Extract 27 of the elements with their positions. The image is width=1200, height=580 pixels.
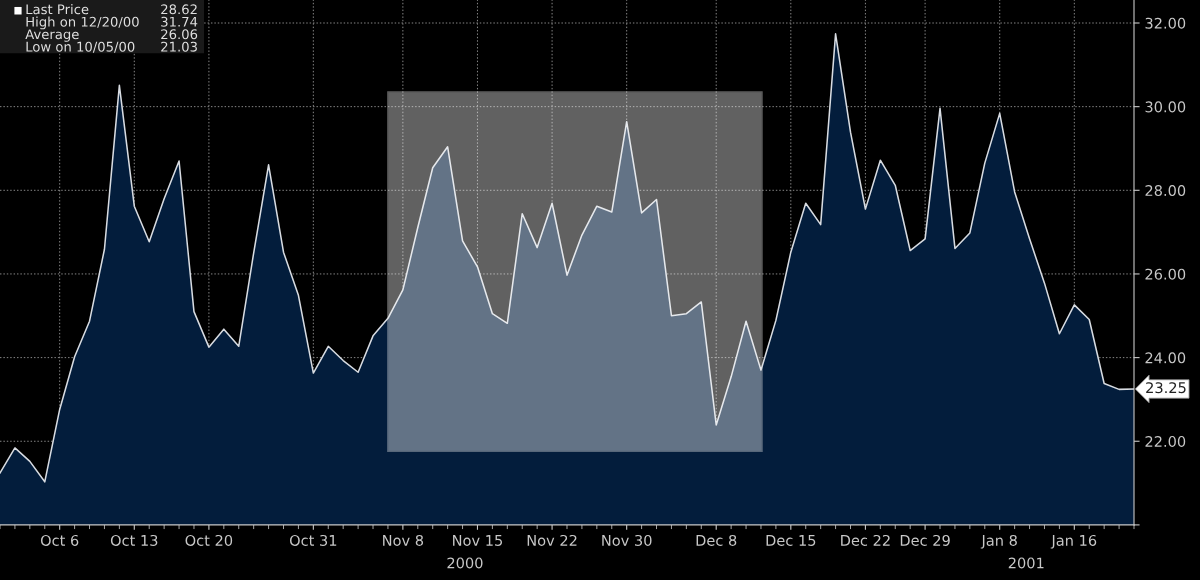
x-tick-label: Dec 8 xyxy=(696,534,737,546)
x-tick-label: Oct 13 xyxy=(110,534,158,546)
y-tick-label: 24.00 xyxy=(1145,352,1186,364)
x-tick-label: Nov 15 xyxy=(453,535,503,546)
y-tick-label: 28.00 xyxy=(1145,185,1186,197)
y-tick-label: 30.00 xyxy=(1145,101,1186,113)
x-tick-label: Jan 8 xyxy=(980,534,1017,549)
x-tick-label: Dec 22 xyxy=(841,534,890,546)
x-tick-label: Dec 15 xyxy=(766,535,816,546)
y-tick-label: 22.00 xyxy=(1145,435,1186,447)
text: 23.25 xyxy=(1146,382,1186,394)
x-tick-label: Oct 31 xyxy=(289,534,337,546)
text: 2001 xyxy=(1008,557,1044,569)
x-tick-label: Nov 30 xyxy=(602,534,652,546)
text: Average 26.06 xyxy=(25,29,198,42)
x-tick-label: Jan 16 xyxy=(1050,534,1097,549)
text: 2000 xyxy=(447,557,483,569)
text: Last Price 28.62 xyxy=(26,4,197,15)
x-tick-label: Nov 8 xyxy=(383,534,424,546)
y-tick-label: 32.00 xyxy=(1145,17,1186,29)
text: Low on 10/05/00 21.03 xyxy=(26,41,197,53)
x-tick-label: Dec 29 xyxy=(900,534,950,546)
text: High on 12/20/00 31.74 xyxy=(26,16,198,30)
x-tick-label: Nov 22 xyxy=(527,534,577,546)
x-tick-label: Oct 6 xyxy=(40,534,79,546)
y-tick-label: 26.00 xyxy=(1145,268,1186,280)
x-tick-label: Oct 20 xyxy=(185,534,233,546)
